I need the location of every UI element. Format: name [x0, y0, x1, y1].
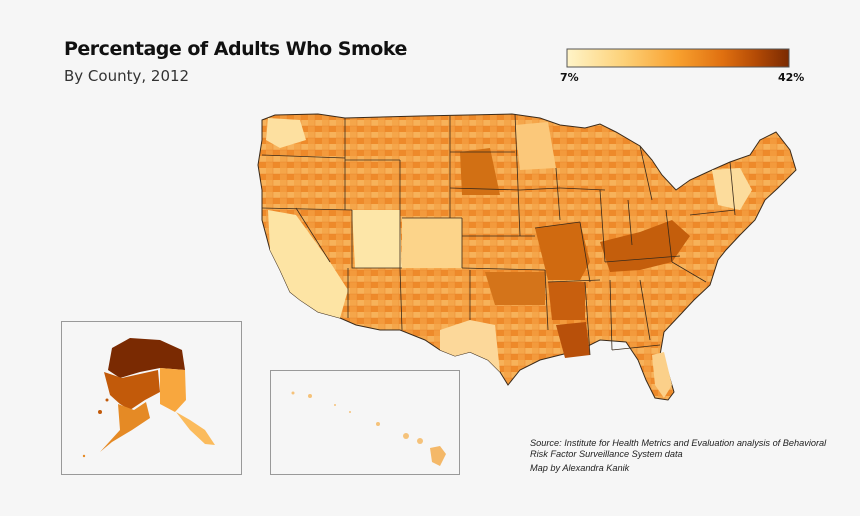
hawaii-island-5: [376, 422, 380, 426]
hawaii-map: [291, 391, 446, 466]
region-appalachia-high: [600, 220, 690, 272]
region-missouri-high: [535, 222, 590, 280]
region-oklahoma-high: [485, 272, 545, 305]
state-borders: [261, 113, 736, 356]
credit-note: Map by Alexandra Kanik: [530, 463, 630, 473]
hawaii-island-2: [308, 394, 312, 398]
legend-max-label: 42%: [778, 71, 805, 84]
hawaii-island-3: [334, 404, 336, 406]
alaska-panhandle-region: [176, 412, 215, 445]
region-utah-low: [352, 210, 402, 268]
region-northeast-low: [712, 168, 752, 210]
region-texas-south-low: [440, 320, 500, 372]
hawaii-big-island: [430, 446, 446, 466]
alaska-island-3: [82, 454, 86, 458]
region-florida-south-low: [652, 352, 672, 398]
map-subtitle: By County, 2012: [64, 67, 190, 85]
region-arkansas-high: [548, 282, 585, 320]
hawaii-inset-frame: [270, 370, 460, 475]
region-mississippi-delta-high: [556, 322, 590, 358]
region-colorado-low: [402, 218, 462, 268]
alaska-southwest-region: [100, 402, 150, 452]
legend-gradient-bar: [566, 48, 790, 68]
region-washington-low: [266, 118, 306, 148]
alaska-island-1: [98, 410, 102, 414]
contiguous-us-map: [257, 113, 797, 401]
alaska-east-region: [160, 368, 186, 412]
region-dakota-high: [460, 148, 500, 195]
map-title: Percentage of Adults Who Smoke: [64, 38, 407, 60]
legend-min-label: 7%: [560, 71, 579, 84]
hawaii-island-1: [291, 391, 295, 395]
region-minnesota-low: [515, 122, 556, 170]
alaska-island-2: [105, 398, 109, 402]
alaska-map: [82, 338, 215, 458]
alaska-north-region: [108, 338, 185, 378]
hawaii-island-maui: [417, 438, 423, 444]
hawaii-island-oahu: [403, 433, 409, 439]
alaska-inset-frame: [61, 321, 242, 475]
alaska-west-region: [104, 370, 160, 410]
source-note: Source: Institute for Health Metrics and…: [530, 438, 827, 459]
region-california-low: [268, 210, 348, 318]
hawaii-island-4: [349, 411, 351, 413]
